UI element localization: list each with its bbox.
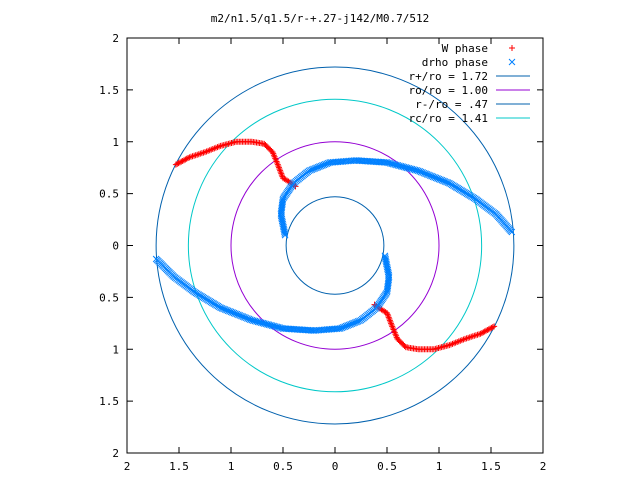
data-point	[386, 315, 393, 322]
x-tick-label: 1	[228, 460, 235, 473]
data-point	[278, 172, 285, 179]
series-circle	[285, 196, 385, 295]
legend-label: W phase	[442, 42, 488, 55]
plot-area	[152, 66, 516, 425]
x-tick-label: 0	[332, 460, 339, 473]
data-point	[292, 183, 299, 190]
data-point	[466, 334, 473, 341]
data-point	[469, 333, 476, 340]
data-point	[277, 169, 284, 176]
data-point	[480, 329, 487, 336]
x-tick-label: 2	[540, 460, 547, 473]
data-point	[385, 312, 392, 319]
y-tick-label: 1.5	[99, 84, 119, 97]
data-point	[174, 160, 181, 167]
data-point	[468, 333, 475, 340]
data-point	[485, 326, 492, 333]
y-axis: 2 1.5 1 0.5 0 0.5 1 1.5 2	[99, 32, 543, 460]
data-point	[178, 158, 185, 165]
data-point	[388, 321, 395, 328]
data-point	[195, 151, 202, 158]
legend-label: ro/ro = 1.00	[409, 84, 488, 97]
data-point	[183, 155, 190, 162]
data-point	[197, 150, 204, 157]
data-point	[194, 151, 201, 158]
data-point	[487, 325, 494, 332]
y-tick-label: 1	[112, 343, 119, 356]
data-point	[182, 156, 189, 163]
y-tick-label: 2	[112, 447, 119, 460]
series-circle	[155, 66, 515, 425]
data-point	[509, 45, 515, 51]
x-tick-label: 1.5	[481, 460, 501, 473]
data-point	[488, 324, 495, 331]
chart-title: m2/n1.5/q1.5/r-+.27-j142/M0.7/512	[211, 12, 430, 25]
data-point	[176, 159, 183, 166]
data-point	[472, 332, 479, 339]
data-point	[478, 329, 485, 336]
data-point	[386, 317, 393, 324]
x-axis: 2 1.5 1 0.5 0 0.5 1 1.5 2	[124, 38, 547, 473]
data-point	[483, 327, 490, 334]
legend-label: r+/ro = 1.72	[409, 70, 488, 83]
y-tick-label: 0.5	[99, 188, 119, 201]
x-tick-label: 0.5	[273, 460, 293, 473]
data-point	[277, 167, 284, 174]
data-point	[180, 157, 187, 164]
legend-label: rc/ro = 1.41	[409, 112, 488, 125]
data-point	[191, 152, 198, 159]
x-tick-label: 0.5	[377, 460, 397, 473]
data-point	[152, 255, 160, 263]
data-point	[276, 166, 283, 173]
data-point	[388, 320, 395, 327]
data-point	[481, 328, 488, 335]
legend-label: drho phase	[422, 56, 488, 69]
y-tick-label: 1.5	[99, 395, 119, 408]
series-circle	[187, 98, 483, 393]
x-tick-label: 2	[124, 460, 131, 473]
data-point	[385, 314, 392, 321]
series-points	[152, 157, 516, 334]
data-point	[172, 161, 179, 168]
data-point	[275, 163, 282, 170]
y-tick-label: 0	[112, 240, 119, 253]
y-tick-label: 2	[112, 32, 119, 45]
data-point	[508, 58, 516, 66]
data-point	[508, 228, 516, 236]
series-points	[172, 138, 498, 353]
data-point	[278, 170, 285, 177]
x-tick-label: 1.5	[169, 460, 189, 473]
x-tick-label: 1	[436, 460, 443, 473]
data-point	[275, 164, 282, 171]
data-point	[179, 157, 186, 164]
series-circle	[230, 141, 440, 350]
data-point	[484, 327, 491, 334]
data-point	[371, 301, 378, 308]
data-point	[175, 160, 182, 167]
y-tick-label: 1	[112, 136, 119, 149]
data-point	[185, 155, 192, 162]
data-point	[489, 324, 496, 331]
data-point	[192, 152, 199, 159]
data-point	[387, 318, 394, 325]
legend-label: r-/ro = .47	[415, 98, 488, 111]
data-point	[274, 161, 281, 168]
data-point	[471, 332, 478, 339]
data-point	[491, 323, 498, 330]
y-tick-label: 0.5	[99, 291, 119, 304]
data-point	[389, 323, 396, 330]
